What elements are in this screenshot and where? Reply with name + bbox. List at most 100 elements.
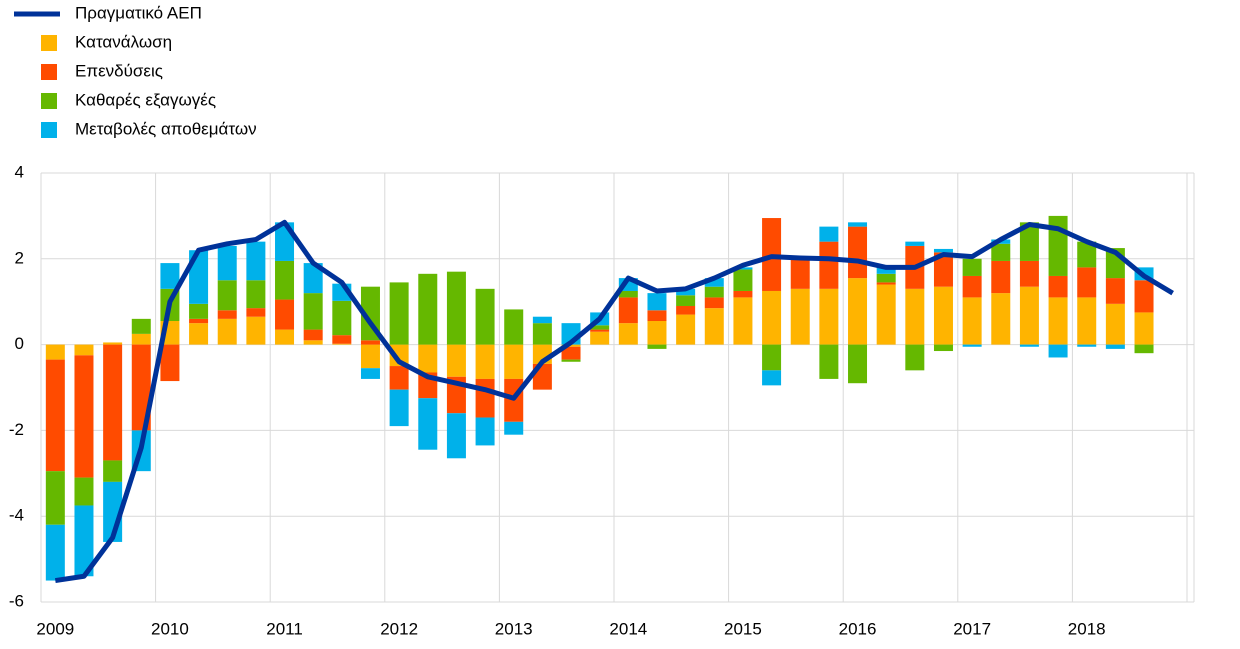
bar [933, 286, 953, 345]
bar [189, 318, 209, 324]
bar [303, 329, 323, 341]
bar [647, 344, 667, 349]
bar [418, 344, 438, 373]
bar [561, 346, 581, 360]
bar [45, 344, 65, 360]
bar [475, 417, 495, 446]
y-tick-label: -4 [9, 506, 24, 525]
legend-swatch [41, 35, 57, 51]
bar [45, 359, 65, 472]
bar [389, 282, 409, 345]
bar [532, 316, 552, 324]
bar [103, 460, 123, 482]
legend-swatch [41, 64, 57, 80]
bar [762, 370, 782, 386]
bar [790, 288, 810, 345]
bar [991, 243, 1011, 261]
bar [332, 300, 352, 336]
bar [1048, 215, 1068, 276]
bar [1019, 286, 1039, 345]
bar [131, 344, 151, 431]
bar [962, 275, 982, 298]
bar [905, 344, 925, 371]
legend-swatch [41, 122, 57, 138]
bar [933, 344, 953, 352]
bar [1134, 344, 1154, 354]
bar [590, 329, 610, 332]
bar [819, 241, 839, 289]
bar [848, 278, 868, 345]
bar [360, 368, 380, 379]
bar [848, 222, 868, 227]
bar [475, 288, 495, 345]
bar [962, 258, 982, 276]
bar [676, 295, 696, 306]
bar [647, 310, 667, 322]
x-tick-label: 2018 [1068, 619, 1106, 638]
bar [45, 524, 65, 581]
bar [504, 309, 524, 345]
bar [246, 308, 266, 317]
bar [561, 359, 581, 362]
bar [74, 477, 94, 506]
bar [733, 297, 753, 345]
bar [446, 344, 466, 377]
bar [876, 284, 896, 345]
bar [876, 282, 896, 285]
bar [876, 273, 896, 283]
bar [332, 343, 352, 345]
bar [733, 267, 753, 270]
bar [905, 241, 925, 246]
y-tick-label: -6 [9, 591, 24, 610]
bar [217, 310, 237, 319]
bar [246, 280, 266, 309]
bar [647, 321, 667, 345]
bar [217, 280, 237, 311]
bar [275, 260, 295, 300]
bar [962, 344, 982, 347]
bar [618, 290, 638, 298]
x-tick-label: 2017 [953, 619, 991, 638]
bar [45, 471, 65, 525]
bar [303, 340, 323, 345]
bar [561, 344, 581, 347]
bar [704, 297, 724, 309]
x-tick-label: 2013 [495, 619, 533, 638]
bar [160, 263, 180, 289]
bar [819, 226, 839, 242]
bar [704, 278, 724, 287]
bar [131, 318, 151, 334]
bar [704, 286, 724, 298]
bar [389, 366, 409, 390]
bar [332, 335, 352, 344]
bar [676, 314, 696, 345]
bar [790, 258, 810, 289]
bar [676, 288, 696, 296]
x-tick-label: 2010 [151, 619, 189, 638]
x-tick-label: 2015 [724, 619, 762, 638]
bar [618, 323, 638, 345]
bar [103, 342, 123, 345]
bar [303, 263, 323, 294]
bar [933, 248, 953, 253]
bar [1048, 344, 1068, 358]
bar [217, 318, 237, 345]
bar [1019, 260, 1039, 287]
bar [876, 267, 896, 274]
bar [74, 355, 94, 478]
bar [504, 421, 524, 435]
bar [74, 344, 94, 356]
bar [1134, 312, 1154, 345]
bar [1019, 344, 1039, 347]
x-tick-label: 2014 [609, 619, 647, 638]
bar [819, 288, 839, 345]
legend-label: Καθαρές εξαγωγές [75, 90, 216, 109]
bar [590, 325, 610, 330]
bar [504, 344, 524, 379]
x-tick-label: 2012 [380, 619, 418, 638]
bar [389, 344, 409, 367]
bar [933, 252, 953, 287]
x-tick-label: 2016 [839, 619, 877, 638]
x-tick-label: 2009 [36, 619, 74, 638]
